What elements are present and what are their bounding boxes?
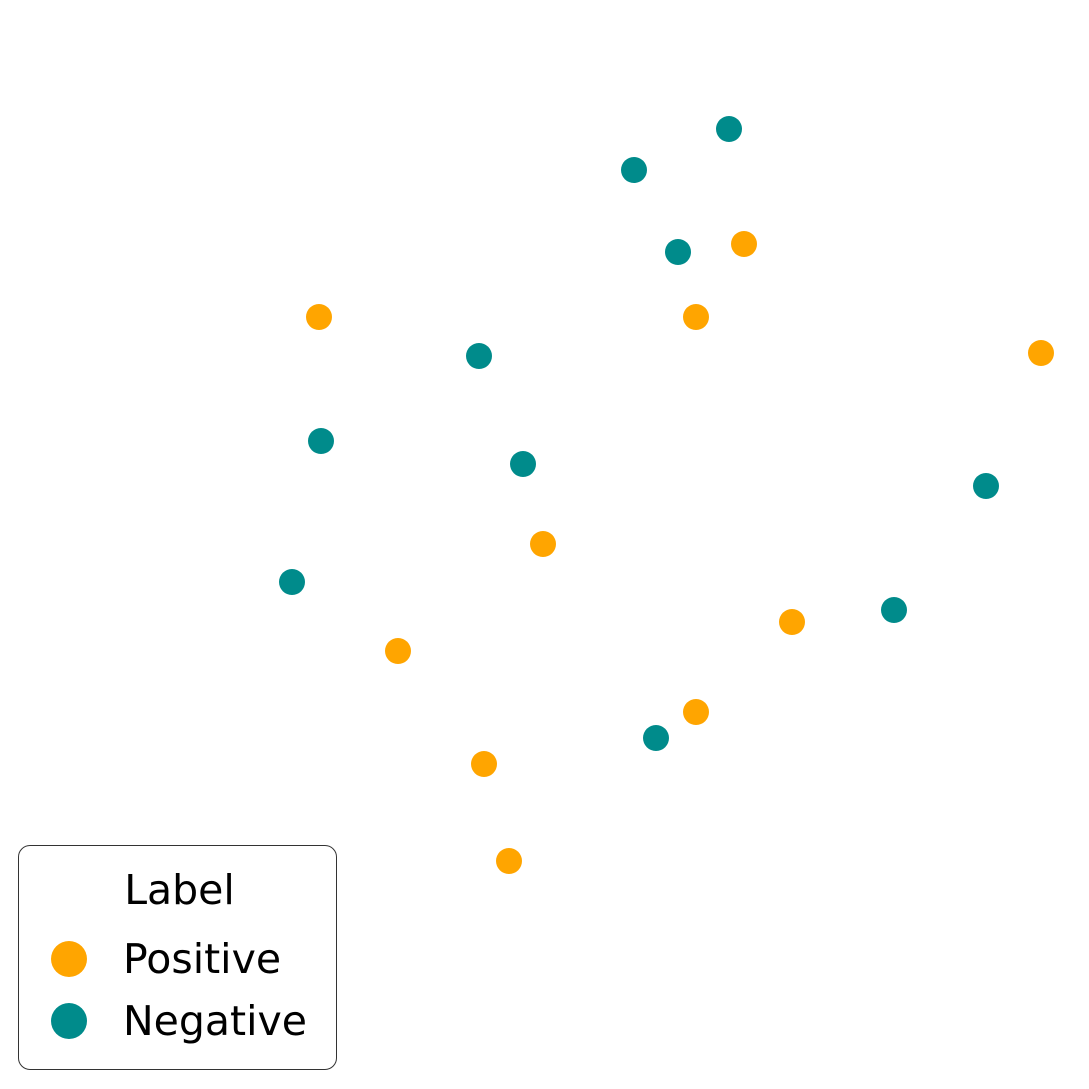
point-negative-4 — [308, 428, 334, 454]
point-negative-3 — [466, 343, 492, 369]
series-positive — [306, 231, 1054, 874]
legend-entry-positive: Positive — [51, 934, 282, 983]
point-negative-9 — [643, 725, 669, 751]
legend-swatch-negative — [51, 1003, 87, 1039]
point-negative-7 — [279, 569, 305, 595]
legend-entry-negative: Negative — [51, 996, 307, 1045]
legend: Label Positive Negative — [18, 845, 337, 1070]
point-positive-3 — [1028, 340, 1054, 366]
point-negative-1 — [621, 157, 647, 183]
legend-label-negative: Negative — [123, 996, 307, 1045]
legend-label-positive: Positive — [123, 934, 282, 983]
point-positive-4 — [530, 531, 556, 557]
legend-title: Label — [124, 866, 235, 914]
point-negative-5 — [510, 451, 536, 477]
point-positive-8 — [471, 751, 497, 777]
point-positive-1 — [306, 304, 332, 330]
legend-swatch-positive — [51, 941, 87, 977]
point-negative-6 — [973, 473, 999, 499]
point-positive-7 — [683, 699, 709, 725]
point-negative-8 — [881, 597, 907, 623]
point-positive-0 — [731, 231, 757, 257]
point-positive-5 — [779, 609, 805, 635]
series-negative — [279, 116, 999, 751]
point-positive-2 — [683, 304, 709, 330]
point-positive-9 — [496, 848, 522, 874]
point-positive-6 — [385, 638, 411, 664]
points-layer — [279, 116, 1054, 874]
point-negative-2 — [665, 239, 691, 265]
point-negative-0 — [716, 116, 742, 142]
